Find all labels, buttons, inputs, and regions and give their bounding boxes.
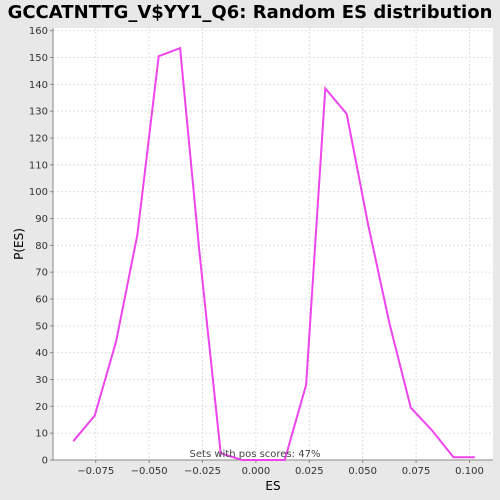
x-ticks: −0.075 −0.050 −0.025 0.000 0.025 0.050 0.075 0.… (77, 460, 484, 477)
y-tick-label: 120 (29, 134, 48, 145)
x-tick-label: −0.050 (131, 466, 168, 477)
y-tick-label: 50 (35, 321, 48, 332)
annotation: Sets with pos scores: 47% (190, 449, 321, 460)
y-tick-label: 10 (35, 429, 48, 440)
y-tick-label: 40 (35, 348, 48, 359)
y-tick-label: 150 (29, 53, 48, 64)
x-axis-label: ES (265, 479, 280, 493)
y-tick-label: 130 (29, 107, 48, 118)
y-axis-label: P(ES) (12, 228, 26, 260)
x-tick-label: 0.025 (295, 466, 324, 477)
x-tick-label: 0.000 (242, 466, 271, 477)
y-tick-label: 140 (29, 80, 48, 91)
y-tick-label: 30 (35, 375, 48, 386)
chart-title: GCCATNTTG_V$YY1_Q6: Random ES distributi… (8, 2, 493, 23)
x-tick-label: −0.025 (184, 466, 221, 477)
y-tick-label: 60 (35, 295, 48, 306)
y-tick-label: 160 (29, 26, 48, 37)
y-tick-label: 80 (35, 241, 48, 252)
y-ticks: 0 10 20 30 40 50 60 70 80 90 100 110 120 130 140 150 160 (29, 26, 53, 466)
y-tick-label: 90 (35, 214, 48, 225)
x-tick-label: 0.075 (402, 466, 431, 477)
y-tick-label: 110 (29, 160, 48, 171)
x-tick-label: 0.100 (455, 466, 484, 477)
x-tick-label: 0.050 (348, 466, 377, 477)
y-tick-label: 0 (42, 456, 48, 467)
x-tick-label: −0.075 (77, 466, 114, 477)
y-tick-label: 100 (29, 187, 48, 198)
y-tick-label: 70 (35, 268, 48, 279)
y-tick-label: 20 (35, 402, 48, 413)
plot-area (53, 28, 493, 460)
